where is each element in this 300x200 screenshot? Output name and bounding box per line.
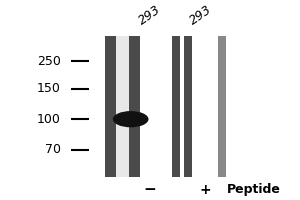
Ellipse shape	[113, 111, 148, 127]
Bar	[172, 36, 180, 177]
Bar	[116, 36, 129, 177]
Text: Peptide: Peptide	[227, 183, 281, 196]
Text: 250: 250	[37, 55, 61, 68]
Bar	[105, 36, 116, 177]
Bar	[129, 36, 140, 177]
Bar	[184, 36, 192, 177]
Text: +: +	[199, 183, 211, 197]
Text: 293: 293	[187, 3, 214, 27]
Text: 70: 70	[45, 143, 61, 156]
Bar	[218, 36, 226, 177]
Text: −: −	[144, 182, 156, 197]
Text: 150: 150	[37, 82, 61, 95]
Text: 293: 293	[136, 3, 164, 27]
Text: 100: 100	[37, 113, 61, 126]
